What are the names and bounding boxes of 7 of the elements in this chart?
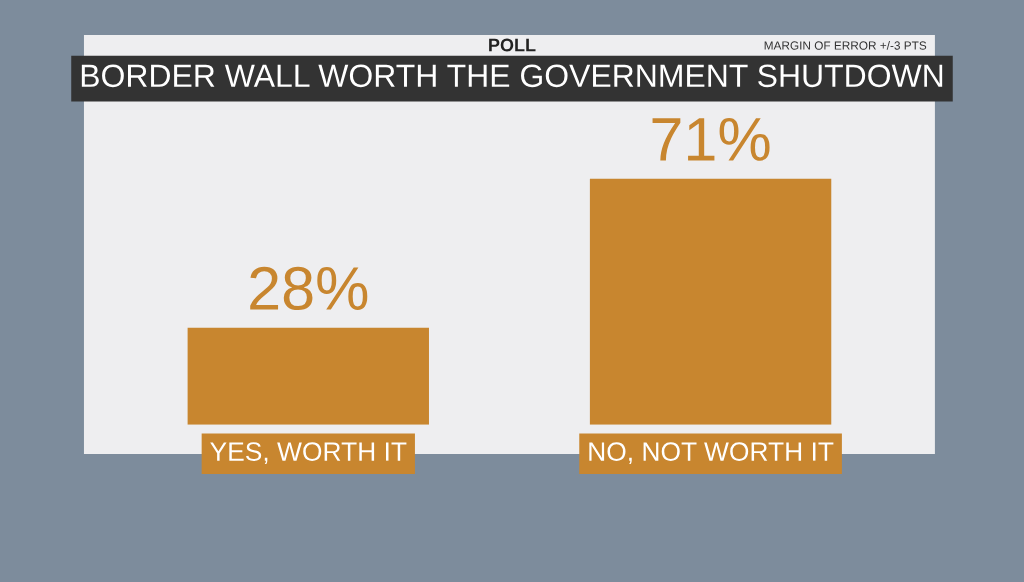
x-tick-label: NO, NOT WORTH IT bbox=[589, 442, 834, 465]
data-label: 71% bbox=[652, 117, 770, 161]
data-label: 28% bbox=[250, 266, 368, 311]
text: MARGIN OF ERROR +/-3 PTS bbox=[764, 41, 927, 50]
chart-title: BORDER WALL WORTH THE GOVERNMENT SHUTDOWN bbox=[81, 64, 943, 88]
chart-subtitle: POLL bbox=[489, 38, 536, 52]
x-tick-label: YES, WORTH IT bbox=[210, 442, 407, 465]
